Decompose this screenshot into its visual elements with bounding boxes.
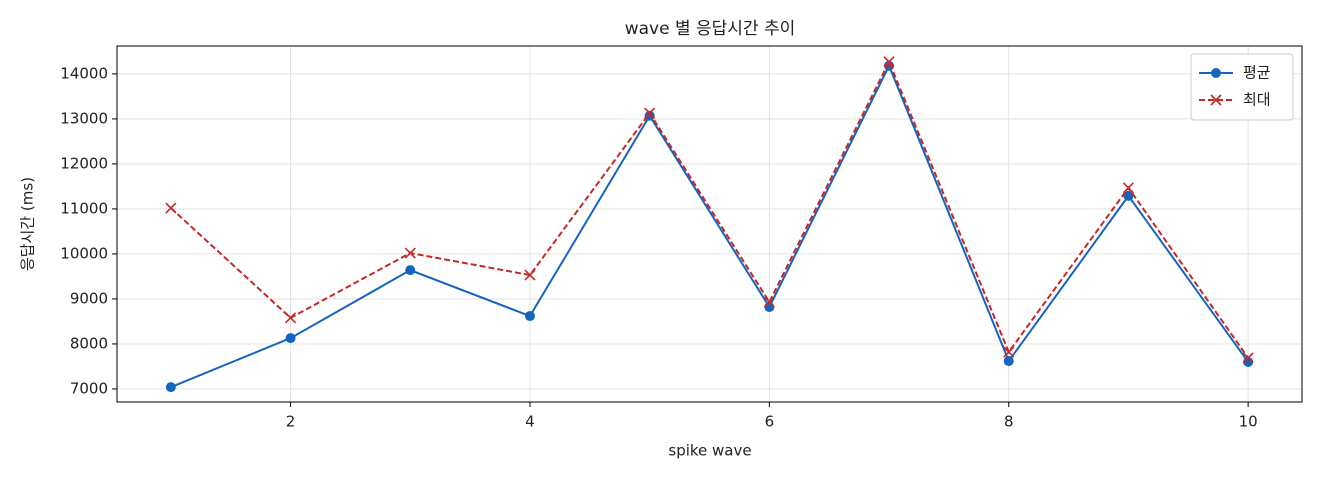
y-tick-label: 11000 [60, 199, 108, 217]
point [524, 311, 535, 322]
y-axis-label: 응답시간 (ms) [19, 177, 37, 271]
point [644, 107, 656, 119]
point [285, 333, 296, 344]
y-tick-label: 13000 [60, 109, 108, 127]
point [764, 302, 775, 313]
x-axis-label: spike wave [668, 442, 751, 460]
legend-box [1190, 53, 1294, 121]
x-tick-label: 10 [1239, 413, 1258, 431]
x-tick-label: 2 [286, 413, 296, 431]
point [165, 382, 176, 393]
x-tick-label: 8 [1004, 413, 1014, 431]
legend-label: 평균 [1243, 64, 1271, 82]
series-line [170, 63, 1249, 389]
y-tick-label: 7000 [70, 379, 108, 397]
y-tick-label: 10000 [60, 244, 108, 262]
series-line [170, 59, 1249, 359]
y-tick-label: 8000 [70, 334, 108, 352]
legend-label: 최대 [1243, 91, 1271, 109]
point [1242, 352, 1254, 364]
point [524, 269, 536, 281]
point [284, 312, 297, 324]
point [405, 265, 416, 276]
y-tick-label: 9000 [70, 289, 108, 307]
chart-title: wave 별 응답시간 추이 [625, 19, 796, 39]
point [165, 202, 177, 214]
y-tick-label: 12000 [60, 154, 108, 172]
x-tick-label: 4 [525, 413, 535, 431]
point [1123, 190, 1134, 201]
point [404, 247, 416, 259]
x-tick-label: 6 [765, 413, 775, 431]
point [1122, 182, 1135, 194]
point [883, 56, 895, 68]
plot-frame [116, 45, 1303, 403]
legend-marker [1211, 68, 1221, 78]
y-tick-label: 14000 [60, 64, 108, 82]
point [1003, 346, 1015, 358]
point [644, 110, 655, 121]
legend-marker [1210, 94, 1222, 106]
point [763, 296, 775, 308]
point [1003, 356, 1014, 367]
